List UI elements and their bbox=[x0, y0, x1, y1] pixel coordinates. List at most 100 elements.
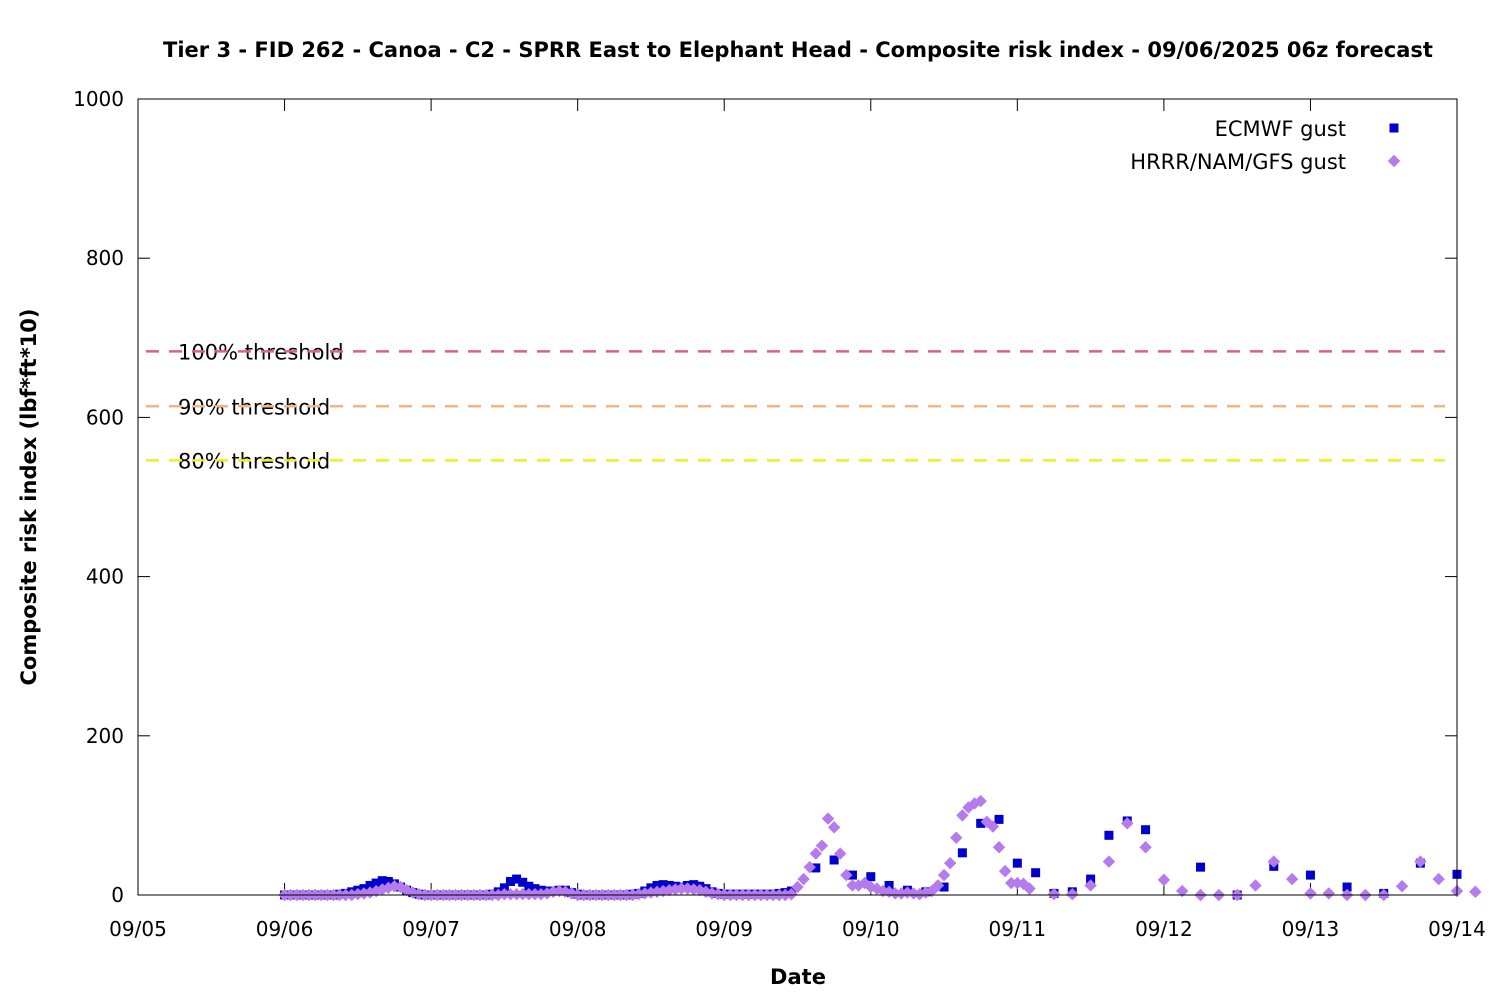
hrrr-data-point bbox=[382, 881, 395, 895]
hrrr-data-point bbox=[840, 868, 853, 882]
hrrr-data-point bbox=[998, 864, 1012, 878]
ecmwf-data-point bbox=[652, 880, 662, 890]
hrrr-data-point bbox=[858, 876, 871, 890]
hrrr-data-point bbox=[650, 885, 664, 899]
ecmwf-data-point bbox=[1086, 874, 1096, 884]
y-tick-label: 1000 bbox=[73, 87, 124, 111]
ecmwf-data-point bbox=[1305, 870, 1315, 880]
hrrr-data-point bbox=[925, 884, 939, 898]
hrrr-data-point bbox=[553, 884, 566, 898]
hrrr-data-point bbox=[1267, 855, 1281, 868]
hrrr-data-point bbox=[1121, 817, 1134, 830]
legend: ECMWF gust HRRR/NAM/GFS gust bbox=[1130, 117, 1401, 174]
hrrr-data-point bbox=[974, 794, 987, 808]
legend-label-hrrr-nam-gfs-gust: HRRR/NAM/GFS gust bbox=[1130, 150, 1346, 174]
ecmwf-data-point bbox=[939, 882, 949, 892]
hrrr-data-point bbox=[815, 839, 829, 852]
hrrr-data-point bbox=[809, 847, 823, 860]
hrrr-data-point bbox=[534, 888, 548, 901]
y-tick-label: 600 bbox=[86, 405, 124, 429]
hrrr-data-point bbox=[968, 797, 981, 810]
hrrr-data-point bbox=[363, 886, 377, 899]
ecmwf-data-point bbox=[512, 874, 522, 884]
hrrr-data-point bbox=[1176, 884, 1189, 898]
ecmwf-data-point bbox=[371, 878, 381, 888]
x-tick-label: 09/12 bbox=[1135, 917, 1193, 941]
x-tick-label: 09/10 bbox=[842, 917, 900, 941]
hrrr-data-point bbox=[962, 801, 975, 814]
ecmwf-data-point bbox=[524, 881, 534, 891]
hrrr-data-point bbox=[1102, 855, 1116, 868]
x-tick-label: 09/11 bbox=[989, 917, 1047, 941]
x-tick-label: 09/09 bbox=[695, 917, 753, 941]
hrrr-data-point bbox=[1285, 872, 1299, 886]
hrrr-data-point bbox=[681, 882, 694, 895]
hrrr-data-point bbox=[980, 815, 994, 828]
hrrr-data-point bbox=[931, 879, 945, 892]
y-tick-label: 200 bbox=[86, 724, 124, 748]
hrrr-data-point bbox=[1322, 887, 1335, 900]
hrrr-data-point bbox=[1023, 882, 1036, 895]
ecmwf-data-point bbox=[829, 855, 839, 865]
hrrr-data-point bbox=[394, 880, 407, 894]
ecmwf-data-point bbox=[658, 880, 668, 890]
hrrr-data-point bbox=[992, 841, 1006, 854]
hrrr-data-point bbox=[638, 887, 652, 900]
legend-marker-hrrr-nam-gfs-gust bbox=[1387, 154, 1401, 168]
hrrr-data-point bbox=[1469, 885, 1482, 899]
hrrr-data-point bbox=[785, 888, 798, 901]
legend-label-ecmwf-gust: ECMWF gust bbox=[1215, 117, 1346, 141]
hrrr-data-point bbox=[986, 820, 1000, 833]
ecmwf-data-point bbox=[377, 876, 387, 886]
ecmwf-data-point bbox=[1012, 858, 1022, 868]
hrrr-data-point bbox=[406, 886, 419, 899]
hrrr-data-point bbox=[1139, 841, 1152, 854]
hrrr-data-point bbox=[559, 885, 572, 899]
legend-marker-ecmwf-gust bbox=[1389, 123, 1399, 133]
plot-area-frame bbox=[137, 98, 1458, 896]
ecmwf-data-point bbox=[1342, 882, 1352, 892]
ecmwf-data-point bbox=[365, 880, 375, 890]
hrrr-data-point bbox=[1084, 879, 1097, 892]
ecmwf-data-point bbox=[1031, 868, 1041, 878]
hrrr-data-point bbox=[369, 884, 383, 898]
hrrr-data-point bbox=[882, 885, 896, 899]
x-tick-label: 09/08 bbox=[549, 917, 607, 941]
hrrr-data-point bbox=[656, 884, 670, 898]
ecmwf-data-point bbox=[1141, 825, 1151, 835]
hrrr-data-point bbox=[919, 886, 932, 899]
ecmwf-data-point bbox=[994, 814, 1004, 824]
ecmwf-data-point bbox=[505, 876, 515, 886]
hrrr-data-point bbox=[412, 888, 426, 901]
ecmwf-data-point bbox=[884, 880, 894, 890]
hrrr-data-point bbox=[791, 880, 804, 894]
hrrr-data-point bbox=[821, 812, 835, 825]
hrrr-data-point bbox=[1011, 876, 1024, 890]
ecmwf-data-point bbox=[866, 872, 876, 882]
ecmwf-data-point bbox=[1104, 830, 1114, 840]
hrrr-data-point bbox=[357, 887, 371, 900]
hrrr-data-point bbox=[797, 872, 810, 886]
hrrr-data-point bbox=[950, 831, 963, 844]
hrrr-data-point bbox=[1047, 888, 1061, 901]
hrrr-data-point bbox=[1395, 880, 1409, 893]
hrrr-data-point bbox=[1414, 855, 1427, 868]
x-tick-label: 09/07 bbox=[402, 917, 460, 941]
chart-title: Tier 3 - FID 262 - Canoa - C2 - SPRR Eas… bbox=[163, 38, 1433, 62]
hrrr-data-point bbox=[943, 856, 957, 870]
hrrr-data-point bbox=[699, 885, 713, 899]
hrrr-data-point bbox=[864, 880, 877, 894]
x-axis-title: Date bbox=[770, 965, 826, 989]
x-axis-ticks: 09/05 09/06 09/07 09/08 09/09 09/10 09/11 09/12… bbox=[109, 99, 1486, 941]
ecmwf-data-point bbox=[1196, 862, 1206, 872]
hrrr-data-point bbox=[1304, 887, 1317, 900]
hrrr-data-point bbox=[827, 821, 841, 834]
data-series bbox=[278, 794, 1482, 902]
ecmwf-data-point bbox=[499, 883, 509, 893]
x-tick-label: 09/14 bbox=[1428, 917, 1486, 941]
y-axis-title: Composite risk index (lbf*ft*10) bbox=[17, 308, 41, 685]
y-tick-label: 0 bbox=[111, 883, 124, 907]
ecmwf-data-point bbox=[518, 877, 528, 887]
y-axis-ticks: 0 200 400 600 800 1000 bbox=[73, 87, 1457, 907]
